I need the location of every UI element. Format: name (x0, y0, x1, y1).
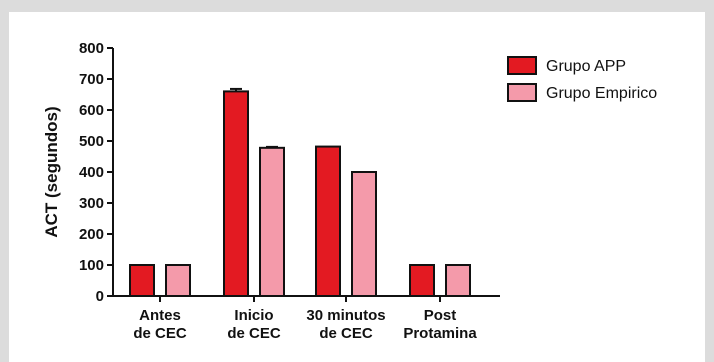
legend-label: Grupo Empirico (546, 85, 657, 102)
bar (315, 145, 341, 297)
y-tick-label: 500 (79, 133, 104, 150)
bar (223, 90, 249, 298)
x-category-label-line: Post (424, 307, 457, 324)
bar (165, 264, 191, 297)
x-category-label-line: 30 minutos (306, 307, 385, 324)
x-category-label: Antes de CEC (133, 307, 187, 342)
bar (409, 264, 435, 297)
x-category-label-line: Protamina (403, 325, 477, 342)
x-category-label-line: de CEC (133, 325, 187, 342)
y-tick-label: 400 (79, 164, 104, 181)
y-tick-label: 200 (79, 226, 104, 243)
bars (129, 87, 471, 298)
legend-label: Grupo APP (546, 58, 626, 75)
x-category-label-line: de CEC (319, 325, 373, 342)
x-category-label-line: Antes (139, 307, 181, 324)
bar (129, 264, 155, 297)
y-axis: 0 100 200 300 400 500 600 700 800 (79, 40, 114, 305)
x-category-label-line: Inicio (234, 307, 273, 324)
legend-swatch (507, 56, 537, 75)
x-category-label: Post Protamina (403, 307, 477, 342)
bar (259, 146, 285, 297)
y-tick-label: 600 (79, 102, 104, 119)
x-category-label-line: de CEC (227, 325, 281, 342)
x-category-label: 30 minutos de CEC (306, 307, 385, 342)
y-tick-label: 100 (79, 257, 104, 274)
legend-swatch (507, 83, 537, 102)
y-tick-label: 300 (79, 195, 104, 212)
x-category-label: Inicio de CEC (227, 307, 281, 342)
y-tick-label: 800 (79, 40, 104, 57)
y-axis-title: ACT (segundos) (42, 106, 61, 237)
bar (351, 171, 377, 297)
bar (445, 264, 471, 297)
y-tick-label: 700 (79, 71, 104, 88)
legend: Grupo APP Grupo Empirico (507, 56, 657, 102)
y-tick-label: 0 (96, 288, 104, 305)
